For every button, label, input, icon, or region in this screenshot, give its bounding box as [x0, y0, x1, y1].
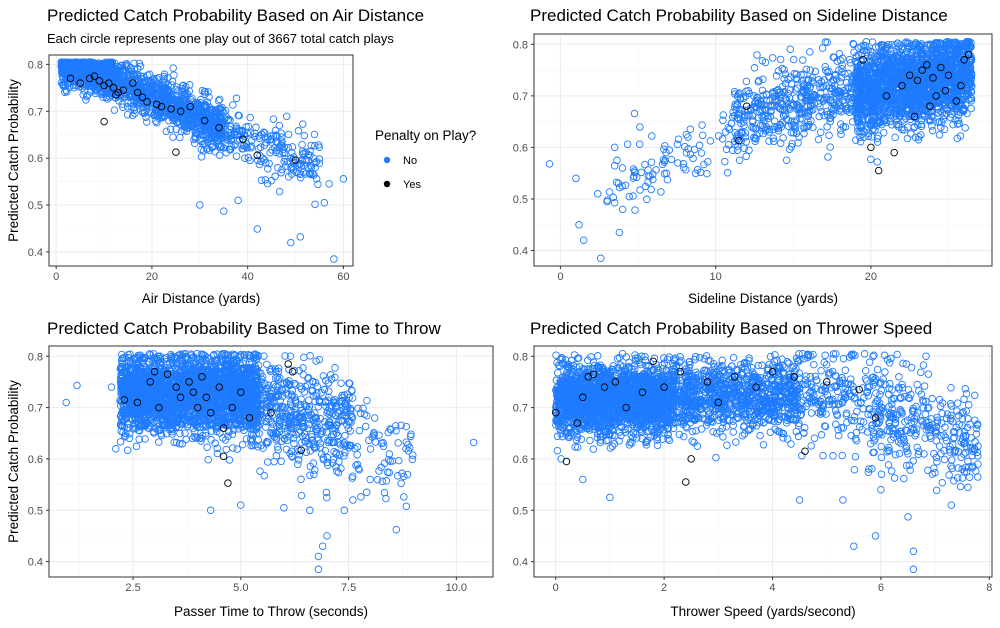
- y-tick-label: 0.7: [513, 91, 528, 103]
- y-tick-label: 0.4: [28, 247, 43, 259]
- x-tick-label: 0: [53, 271, 59, 283]
- y-tick-label: 0.5: [28, 200, 43, 212]
- y-tick-label: 0.7: [28, 106, 43, 118]
- x-tick-label: 10: [710, 271, 722, 283]
- x-axis-label: Sideline Distance (yards): [688, 291, 838, 306]
- x-tick-label: 60: [337, 271, 349, 283]
- x-tick-label: 20: [865, 271, 877, 283]
- y-axis-label: Predicted Catch Probability: [6, 79, 21, 242]
- y-tick-label: 0.6: [28, 153, 43, 165]
- x-tick-label: 40: [242, 271, 254, 283]
- y-tick-label: 0.6: [513, 142, 528, 154]
- y-tick-label: 0.8: [513, 39, 528, 51]
- panel-sideline-distance: 0 10 20 0.4 0.5 0.6 0.7 0.8 Predicted Catch Prob…: [513, 6, 993, 306]
- y-tick-label: 0.4: [513, 246, 528, 258]
- x-axis-label: Air Distance (yards): [142, 291, 261, 306]
- x-tick-label: 20: [146, 271, 158, 283]
- chart-title: Predicted Catch Probability Based on Air…: [47, 6, 424, 25]
- chart-title: Predicted Catch Probability Based on Sid…: [530, 6, 948, 25]
- chart-subtitle: Each circle represents one play out of 3…: [47, 31, 394, 46]
- point-no: [96, 89, 104, 98]
- panel-air-distance: 0 20 40 60 0.4 0.5 0.6 0.7 0.8 Predicted Catch Pr…: [6, 6, 424, 306]
- y-tick-label: 0.5: [513, 194, 528, 206]
- y-tick-label: 0.8: [28, 59, 43, 71]
- x-tick-label: 0: [557, 271, 563, 283]
